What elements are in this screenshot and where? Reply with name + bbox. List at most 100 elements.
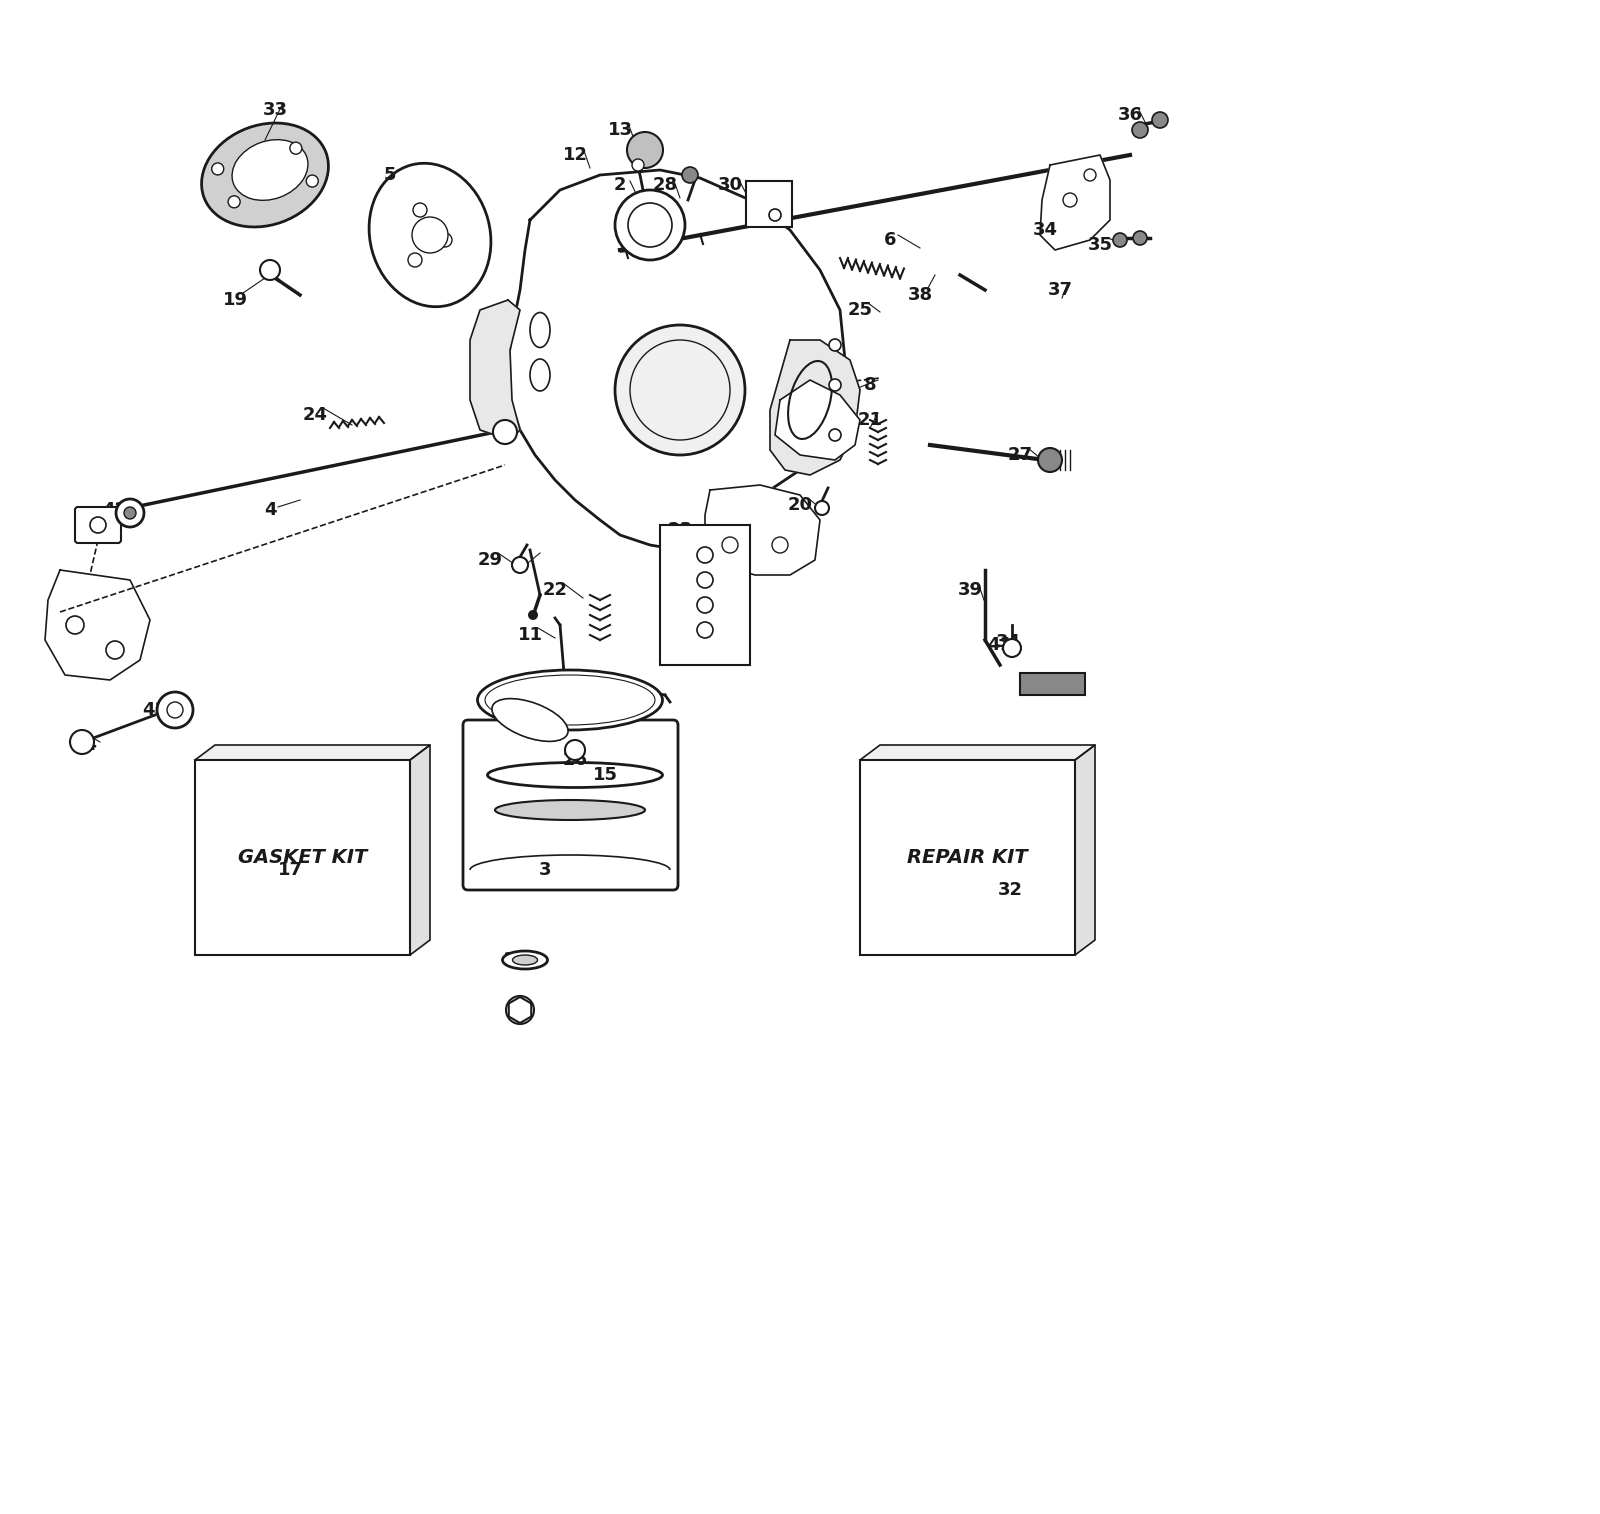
Text: 2: 2: [614, 176, 626, 194]
Text: 38: 38: [907, 286, 933, 304]
Text: 19: 19: [222, 291, 248, 309]
Text: 16: 16: [552, 801, 578, 819]
Circle shape: [682, 167, 698, 183]
Bar: [1021, 674, 1085, 695]
Circle shape: [229, 195, 240, 207]
Polygon shape: [410, 745, 430, 955]
Circle shape: [1114, 233, 1126, 247]
Text: 34: 34: [995, 633, 1021, 651]
Circle shape: [506, 996, 534, 1023]
Text: 5: 5: [384, 167, 397, 185]
Circle shape: [70, 730, 94, 754]
Text: 40: 40: [1048, 671, 1072, 689]
Circle shape: [106, 640, 125, 659]
Bar: [661, 525, 750, 665]
Polygon shape: [509, 170, 845, 550]
Text: 25: 25: [848, 301, 872, 319]
Text: 31: 31: [707, 636, 733, 654]
Circle shape: [1152, 112, 1168, 129]
Text: 22: 22: [542, 581, 568, 600]
Circle shape: [565, 740, 586, 760]
Text: 21: 21: [858, 410, 883, 428]
Text: 37: 37: [1048, 282, 1072, 298]
Text: 1: 1: [514, 556, 526, 574]
Text: 23: 23: [667, 521, 693, 539]
Polygon shape: [770, 341, 861, 475]
Circle shape: [66, 616, 83, 634]
Text: 13: 13: [608, 121, 632, 139]
Text: 30: 30: [717, 176, 742, 194]
Polygon shape: [706, 484, 819, 575]
Text: 41: 41: [987, 636, 1013, 654]
Text: 33: 33: [262, 101, 288, 120]
FancyBboxPatch shape: [462, 721, 678, 890]
FancyBboxPatch shape: [746, 182, 792, 227]
Circle shape: [614, 326, 746, 456]
Text: 10: 10: [627, 686, 653, 704]
Circle shape: [632, 159, 643, 171]
Text: 27: 27: [1008, 447, 1032, 463]
Circle shape: [306, 176, 318, 188]
Polygon shape: [470, 300, 520, 441]
Text: 3: 3: [539, 861, 552, 880]
Circle shape: [166, 702, 182, 718]
Text: 4: 4: [264, 501, 277, 519]
Text: 29: 29: [477, 551, 502, 569]
Polygon shape: [1075, 745, 1094, 955]
Text: REPAIR KIT: REPAIR KIT: [907, 848, 1027, 868]
Circle shape: [829, 378, 842, 391]
FancyBboxPatch shape: [75, 507, 122, 544]
Circle shape: [90, 516, 106, 533]
Circle shape: [698, 547, 714, 563]
Ellipse shape: [232, 139, 307, 200]
Polygon shape: [774, 380, 861, 460]
Polygon shape: [861, 745, 1094, 760]
Circle shape: [627, 132, 662, 168]
Polygon shape: [509, 998, 531, 1023]
Text: 24: 24: [302, 406, 328, 424]
Circle shape: [771, 537, 787, 553]
Circle shape: [211, 164, 224, 176]
Text: 6: 6: [883, 232, 896, 248]
Text: 20: 20: [787, 497, 813, 513]
Circle shape: [1133, 123, 1149, 138]
Circle shape: [614, 189, 685, 260]
Circle shape: [512, 557, 528, 572]
Circle shape: [408, 253, 422, 266]
Text: 11: 11: [517, 625, 542, 643]
Text: 9: 9: [483, 696, 496, 715]
Text: 18: 18: [507, 1001, 533, 1019]
Circle shape: [438, 233, 453, 247]
Text: 12: 12: [563, 145, 587, 164]
Circle shape: [1038, 448, 1062, 472]
Text: GASKET KIT: GASKET KIT: [238, 848, 366, 868]
Ellipse shape: [502, 951, 547, 969]
Text: 34: 34: [1032, 221, 1058, 239]
Ellipse shape: [494, 799, 645, 821]
Text: 7: 7: [714, 540, 726, 559]
Circle shape: [722, 537, 738, 553]
Circle shape: [829, 339, 842, 351]
Ellipse shape: [491, 698, 568, 742]
Text: 43: 43: [142, 701, 168, 719]
Text: 36: 36: [1117, 106, 1142, 124]
Text: 26: 26: [563, 751, 587, 769]
Circle shape: [814, 501, 829, 515]
Circle shape: [528, 610, 538, 621]
Text: 17: 17: [277, 861, 302, 880]
Text: 8: 8: [864, 375, 877, 394]
Circle shape: [413, 203, 427, 217]
Circle shape: [259, 260, 280, 280]
Circle shape: [493, 419, 517, 444]
Ellipse shape: [202, 123, 328, 227]
Polygon shape: [45, 569, 150, 680]
Circle shape: [115, 500, 144, 527]
Circle shape: [698, 597, 714, 613]
Circle shape: [125, 507, 136, 519]
Text: 42: 42: [102, 501, 128, 519]
Text: 14: 14: [502, 951, 528, 969]
Polygon shape: [1040, 154, 1110, 250]
Ellipse shape: [477, 671, 662, 730]
Circle shape: [1003, 639, 1021, 657]
Bar: [861, 760, 1075, 955]
